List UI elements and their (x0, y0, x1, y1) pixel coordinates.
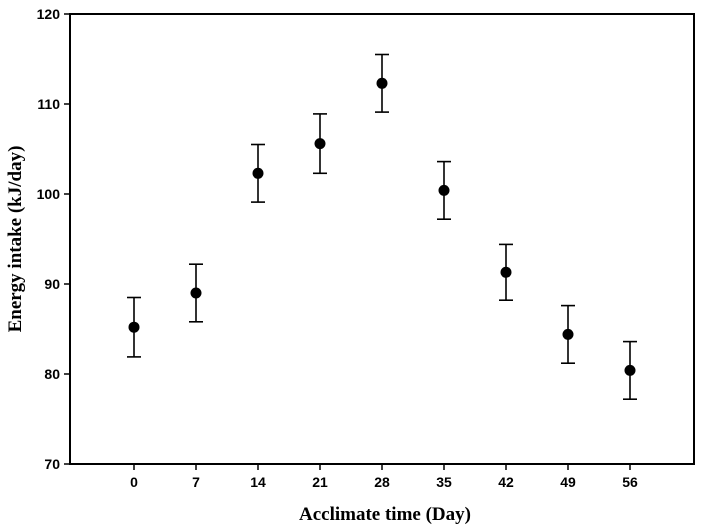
data-point-group (251, 143, 265, 203)
x-axis-title: Acclimate time (Day) (299, 504, 471, 525)
y-tick-label: 100 (37, 186, 61, 202)
data-point (314, 138, 326, 150)
x-tick-label: 28 (374, 474, 390, 490)
y-tick-label: 120 (37, 6, 61, 22)
y-tick-label: 80 (44, 366, 60, 382)
data-point (500, 266, 512, 278)
data-point (128, 321, 140, 333)
x-tick-label: 35 (436, 474, 452, 490)
data-point-group (189, 263, 203, 323)
data-point (562, 328, 574, 340)
x-tick-label: 49 (560, 474, 576, 490)
data-point (438, 184, 450, 196)
data-point (624, 364, 636, 376)
x-tick-label: 21 (312, 474, 328, 490)
y-axis-title: Energy intake (kJ/day) (5, 146, 26, 333)
x-tick-label: 42 (498, 474, 514, 490)
data-point-group (499, 243, 513, 302)
data-point-group (127, 296, 141, 358)
y-tick-label: 90 (44, 276, 60, 292)
data-point (252, 167, 264, 179)
data-points (127, 53, 637, 401)
x-tick-label: 14 (250, 474, 266, 490)
y-axis: 70 80 90 100 110 120 (37, 6, 70, 472)
data-point-group (437, 160, 451, 220)
x-tick-label: 56 (622, 474, 638, 490)
x-axis: 0 7 14 21 28 35 42 49 56 (130, 464, 638, 490)
y-tick-label: 110 (37, 96, 60, 112)
data-point-group (313, 113, 327, 175)
data-point-group (375, 53, 389, 113)
data-point-group (561, 304, 575, 365)
data-point (376, 77, 388, 89)
data-point (190, 287, 202, 299)
y-tick-label: 70 (44, 456, 60, 472)
data-point-group (623, 340, 637, 401)
x-tick-label: 0 (130, 474, 138, 490)
x-tick-label: 7 (192, 474, 200, 490)
